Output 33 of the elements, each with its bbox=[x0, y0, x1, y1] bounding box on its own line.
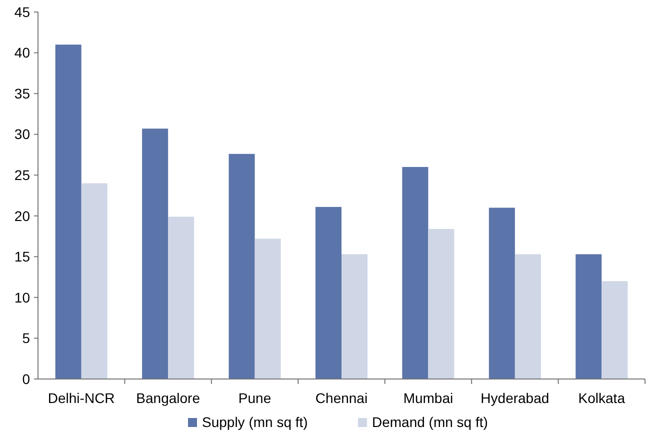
bar bbox=[602, 281, 628, 379]
y-tick-label: 10 bbox=[14, 289, 30, 306]
bar bbox=[254, 238, 281, 379]
bar bbox=[228, 154, 255, 379]
x-tick-label: Chennai bbox=[315, 390, 368, 406]
y-tick-label: 20 bbox=[14, 208, 30, 224]
x-tick-label: Mumbai bbox=[403, 390, 454, 406]
x-tick-label: Hyderabad bbox=[480, 390, 550, 406]
y-tick-label: 30 bbox=[14, 126, 30, 142]
bar bbox=[168, 216, 194, 379]
bar bbox=[315, 206, 342, 379]
y-tick-label: 35 bbox=[14, 85, 30, 102]
x-tick-label: Pune bbox=[238, 390, 272, 406]
y-tick-label: 5 bbox=[22, 330, 30, 346]
bar bbox=[514, 254, 541, 379]
y-tick-label: 25 bbox=[14, 167, 30, 184]
bar bbox=[576, 254, 602, 379]
x-tick-label: Kolkata bbox=[578, 390, 626, 406]
bar bbox=[428, 228, 454, 379]
y-tick-label: 15 bbox=[14, 248, 30, 265]
legend-label: Supply (mn sq ft) bbox=[202, 414, 308, 430]
y-tick-label: 45 bbox=[14, 4, 30, 20]
bar bbox=[142, 128, 168, 379]
legend-label: Demand (mn sq ft) bbox=[372, 414, 488, 430]
y-tick-label: 40 bbox=[14, 44, 30, 61]
bar bbox=[402, 166, 428, 379]
bar bbox=[55, 44, 82, 379]
bar bbox=[342, 254, 368, 379]
x-tick-label: Bangalore bbox=[136, 390, 200, 406]
x-tick-label: Delhi-NCR bbox=[48, 390, 115, 406]
bar bbox=[488, 208, 515, 379]
y-tick-label: 0 bbox=[22, 370, 30, 387]
bar bbox=[81, 183, 108, 379]
